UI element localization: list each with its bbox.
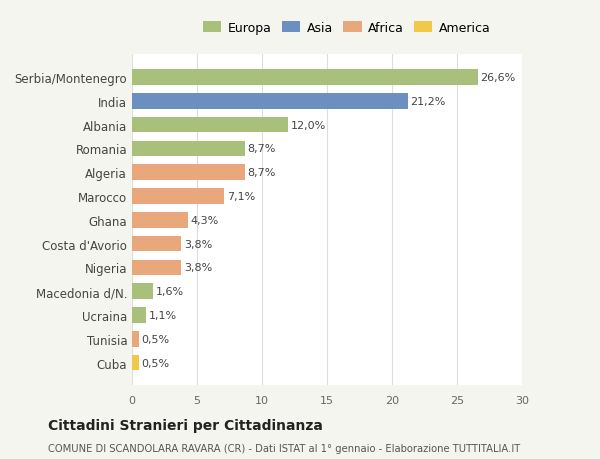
Text: 4,3%: 4,3% [191,215,219,225]
Text: 7,1%: 7,1% [227,191,255,202]
Bar [132,118,288,133]
Text: COMUNE DI SCANDOLARA RAVARA (CR) - Dati ISTAT al 1° gennaio - Elaborazione TUTTI: COMUNE DI SCANDOLARA RAVARA (CR) - Dati … [48,443,520,453]
Bar [132,355,139,370]
Text: Cittadini Stranieri per Cittadinanza: Cittadini Stranieri per Cittadinanza [48,418,323,432]
Text: 8,7%: 8,7% [248,168,276,178]
Bar [132,213,188,228]
Bar [132,308,146,323]
Text: 0,5%: 0,5% [141,334,169,344]
Bar [132,141,245,157]
Bar [132,260,181,275]
Text: 1,6%: 1,6% [155,286,184,297]
Bar [132,70,478,85]
Text: 3,8%: 3,8% [184,239,212,249]
Text: 8,7%: 8,7% [248,144,276,154]
Text: 0,5%: 0,5% [141,358,169,368]
Bar [132,284,153,299]
Text: 12,0%: 12,0% [290,120,326,130]
Text: 21,2%: 21,2% [410,96,446,106]
Text: 3,8%: 3,8% [184,263,212,273]
Bar [132,331,139,347]
Bar [132,189,224,204]
Text: 26,6%: 26,6% [481,73,515,83]
Bar [132,165,245,180]
Bar [132,94,407,109]
Text: 1,1%: 1,1% [149,310,177,320]
Bar [132,236,181,252]
Legend: Europa, Asia, Africa, America: Europa, Asia, Africa, America [199,18,494,39]
